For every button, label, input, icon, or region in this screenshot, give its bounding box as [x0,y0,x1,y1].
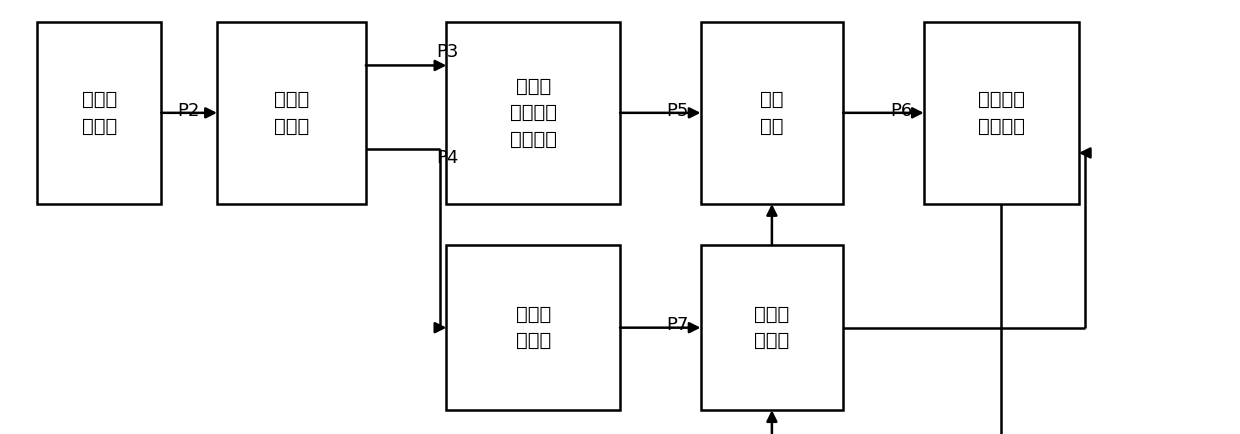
Text: 采样比
较电路: 采样比 较电路 [82,90,117,135]
Text: P6: P6 [890,102,913,120]
Text: P7: P7 [666,316,688,335]
Text: P4: P4 [436,149,459,168]
Text: 延时保
护电路: 延时保 护电路 [274,90,309,135]
Text: 触发
电路: 触发 电路 [760,90,784,135]
Bar [446,245,620,410]
Bar [37,22,161,204]
Bar [701,22,843,204]
Bar [446,22,620,204]
Text: 晶闸管
触发选通
控制电路: 晶闸管 触发选通 控制电路 [510,77,557,149]
Text: P2: P2 [177,102,200,120]
Bar [924,22,1079,204]
Bar [701,245,843,410]
Text: 自耦补偿
式主电路: 自耦补偿 式主电路 [978,90,1024,135]
Text: 保护驱
动电路: 保护驱 动电路 [754,305,790,350]
Text: P3: P3 [436,43,459,61]
Bar [217,22,366,204]
Text: P5: P5 [666,102,688,120]
Text: 检错判
别电路: 检错判 别电路 [516,305,551,350]
